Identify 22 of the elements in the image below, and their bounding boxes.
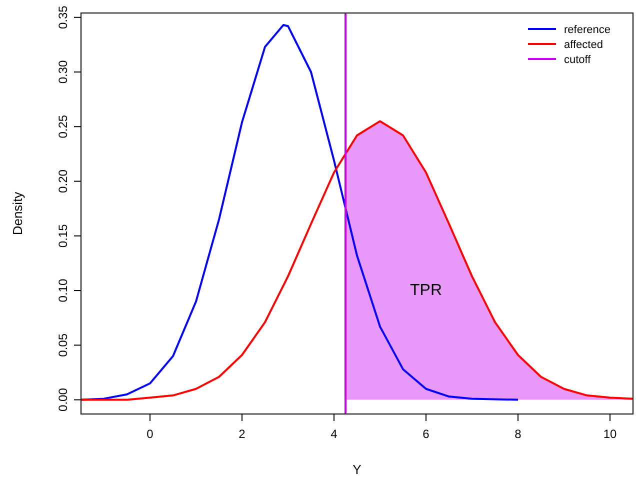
line-series	[80, 24, 519, 401]
x-tick-label: 4	[330, 427, 338, 441]
x-tick-label: 0	[146, 427, 154, 441]
legend-label: reference	[564, 24, 610, 36]
y-axis-title: Density	[10, 191, 25, 236]
x-tick-label: 8	[514, 427, 522, 441]
line-series	[80, 120, 634, 401]
y-tick-label: 0.00	[56, 388, 70, 412]
y-tick-label: 0.25	[56, 114, 70, 138]
legend-label: cutoff	[564, 54, 592, 66]
x-tick-label: 6	[422, 427, 430, 441]
x-axis-title: Y	[352, 462, 362, 477]
annotation: TPR	[410, 282, 442, 300]
legend-label: affected	[564, 39, 603, 51]
y-tick-label: 0.15	[56, 224, 70, 248]
y-tick-label: 0.20	[56, 169, 70, 193]
x-tick-label: 10	[603, 427, 617, 441]
x-tick-label: 2	[238, 427, 246, 441]
y-tick-label: 0.05	[56, 333, 70, 357]
y-tick-label: 0.10	[56, 278, 70, 302]
y-tick-label: 0.35	[56, 5, 70, 30]
y-tick-label: 0.30	[56, 60, 70, 84]
